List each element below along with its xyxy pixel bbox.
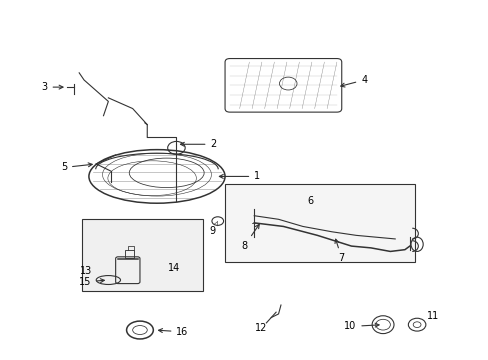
- FancyBboxPatch shape: [81, 219, 203, 291]
- Text: 16: 16: [158, 327, 188, 337]
- Text: 13: 13: [80, 266, 92, 276]
- Text: 1: 1: [219, 171, 260, 181]
- Text: 10: 10: [344, 321, 378, 332]
- Text: 8: 8: [241, 224, 259, 251]
- Text: 12: 12: [255, 323, 267, 333]
- Text: 6: 6: [306, 197, 312, 206]
- Text: 4: 4: [340, 75, 366, 87]
- Text: 15: 15: [79, 277, 104, 287]
- Text: 3: 3: [41, 82, 63, 92]
- Text: 7: 7: [334, 239, 344, 263]
- Text: 9: 9: [209, 221, 217, 237]
- Text: 14: 14: [167, 262, 180, 273]
- Text: 11: 11: [426, 311, 438, 321]
- Text: 5: 5: [61, 162, 92, 172]
- Text: 2: 2: [180, 139, 216, 149]
- Bar: [125, 250, 134, 258]
- FancyBboxPatch shape: [224, 184, 414, 262]
